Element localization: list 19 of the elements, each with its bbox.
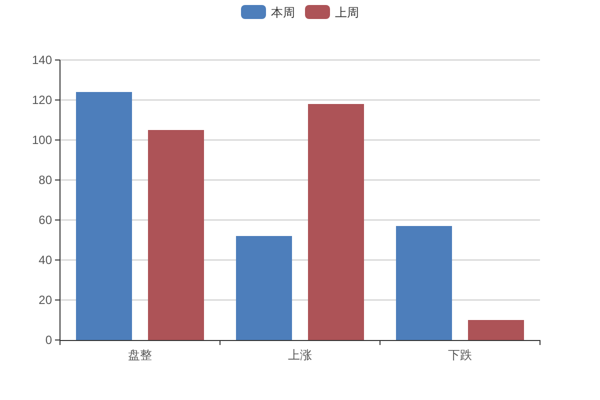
bar	[396, 226, 452, 340]
y-tick-label: 20	[38, 293, 52, 307]
y-tick-label: 40	[38, 253, 52, 267]
x-tick-label: 盘整	[128, 348, 152, 362]
bar	[148, 130, 204, 340]
y-tick-label: 100	[32, 133, 52, 147]
y-tick-label: 120	[32, 93, 52, 107]
x-tick-label: 上涨	[288, 348, 312, 362]
y-tick-label: 0	[45, 333, 52, 347]
y-tick-label: 80	[38, 173, 52, 187]
bar	[76, 92, 132, 340]
legend-label: 本周	[271, 6, 295, 20]
y-tick-label: 140	[32, 53, 52, 67]
bar	[308, 104, 364, 340]
x-tick-label: 下跌	[448, 348, 472, 362]
bar	[236, 236, 292, 340]
legend-label: 上周	[335, 6, 359, 20]
y-tick-label: 60	[38, 213, 52, 227]
bar	[468, 320, 524, 340]
